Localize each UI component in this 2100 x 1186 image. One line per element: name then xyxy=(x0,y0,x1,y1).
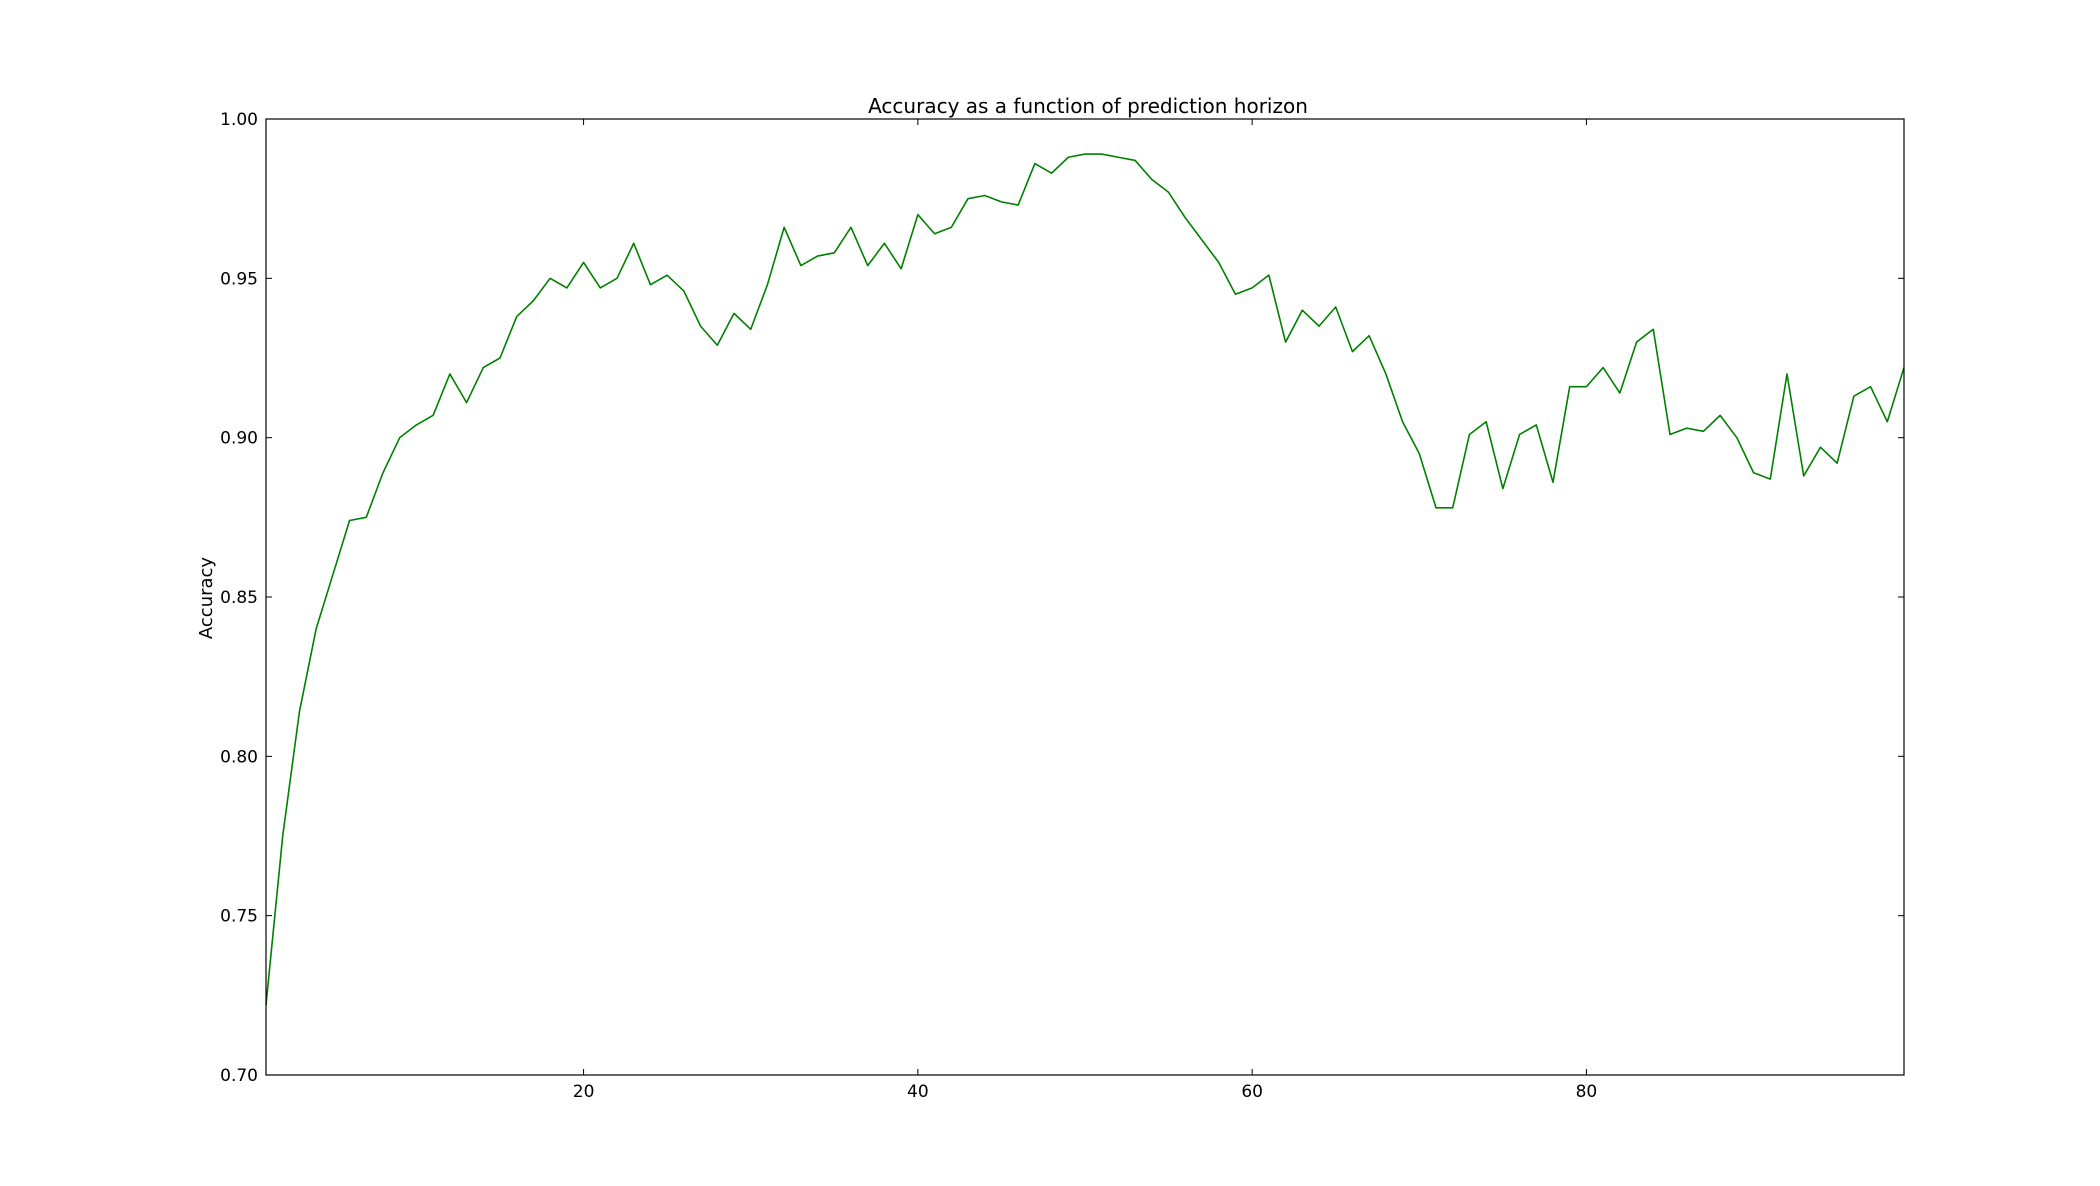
y-tick-label: 0.80 xyxy=(220,747,258,767)
axis-ticks xyxy=(266,118,1904,1076)
x-tick-label: 40 xyxy=(907,1082,929,1102)
y-tick-label: 0.90 xyxy=(220,429,258,449)
y-tick-label: 0.95 xyxy=(220,269,258,289)
x-tick-label: 80 xyxy=(1576,1082,1598,1102)
plot-frame xyxy=(265,118,1905,1076)
y-tick-label: 0.85 xyxy=(220,588,258,608)
plot-area xyxy=(265,153,1905,1005)
chart-title: Accuracy as a function of prediction hor… xyxy=(868,94,1308,118)
y-tick-label: 1.00 xyxy=(220,110,258,130)
y-tick-label: 0.70 xyxy=(220,1066,258,1086)
series-line-0 xyxy=(265,153,1905,1005)
tick-labels: 20 40 60 80 0.70 0.75 0.80 0.85 0.90 0.95 1.00 xyxy=(220,110,1597,1102)
y-tick-label: 0.75 xyxy=(220,907,258,927)
x-tick-label: 60 xyxy=(1241,1082,1263,1102)
y-axis-label: Accuracy xyxy=(196,557,217,640)
x-tick-label: 20 xyxy=(573,1082,595,1102)
